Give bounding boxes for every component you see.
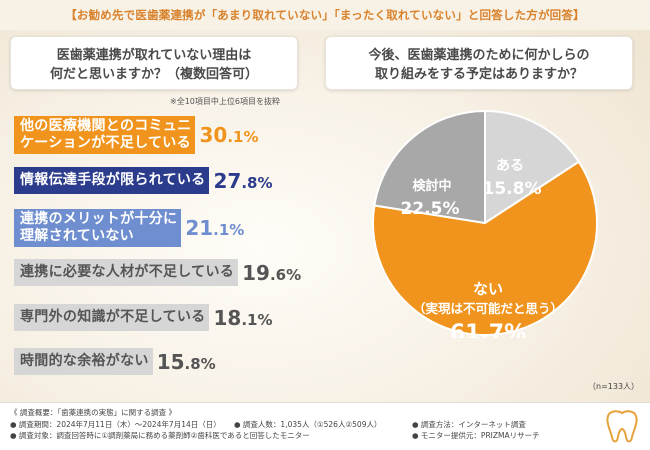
footer-target: ● 調査対象：調査回答時に①調剤薬局に務める薬剤師②歯科医であると回答したモニタ… [10, 431, 310, 440]
pie-label-aru: ある [496, 158, 524, 174]
survey-condition-banner: 【お勧め先で医歯薬連携が「あまり取れていない」「まったく取れていない」と回答した… [0, 0, 650, 30]
footer-provider: ● モニター提供元：PRIZMAリサーチ [412, 431, 540, 440]
pie-slice-nai [372, 160, 598, 336]
bar-row-communication: 他の医療機関とのコミュニ ケーションが不足している 30.1% [14, 116, 258, 154]
left-question-box: 医歯薬連携が取れていない理由は 何だと思いますか？（複数回答可） [10, 36, 298, 90]
bar-label-line: 連携に必要な人材が不足している [20, 264, 235, 280]
bar-label-line: ケーションが不足している [20, 135, 191, 151]
pie-value-nai: 61.7% [450, 321, 526, 338]
bar-label-line: 情報伝達手段が限られている [20, 172, 206, 188]
bar-row-merit: 連携のメリットが十分に 理解されていない 21.1% [14, 209, 244, 247]
bar-value-info-means: 27.8% [213, 169, 272, 193]
bar-knowledge: 専門外の知識が不足している [14, 304, 210, 331]
tooth-logo-icon [606, 410, 638, 443]
bar-time: 時間的な余裕がない [14, 348, 153, 375]
bar-value-int: 18 [213, 305, 242, 330]
top6-note: ※全10項目中上位6項目を抜粋 [170, 97, 280, 106]
right-question-line2: 取り組みをする予定はありますか？ [374, 67, 583, 82]
pie-value-aru: 15.8% [483, 179, 542, 199]
bar-label-line: 他の医療機関とのコミュニ [20, 118, 192, 134]
bar-staff: 連携に必要な人材が不足している [14, 259, 239, 286]
bar-row-info-means: 情報伝達手段が限られている 27.8% [14, 167, 273, 194]
footer-row: ● 調査対象：調査回答時に①調剤薬局に務める薬剤師②歯科医であると回答したモニタ… [10, 430, 640, 442]
bar-value-dec: .1% [213, 221, 245, 239]
pie-value-kentouchu: 22.5% [401, 199, 460, 219]
bar-value-communication: 30.1% [199, 123, 258, 147]
bar-row-staff: 連携に必要な人材が不足している 19.6% [14, 259, 301, 286]
bar-value-int: 27 [213, 168, 242, 193]
bar-value-int: 21 [185, 216, 214, 240]
bar-value-int: 30 [199, 123, 228, 147]
bar-value-knowledge: 18.1% [213, 306, 272, 330]
pie-slice-aru [484, 109, 581, 225]
left-question-line1: 医歯薬連携が取れていない理由は [56, 48, 252, 63]
bar-row-time: 時間的な余裕がない 15.8% [14, 348, 216, 375]
bar-value-time: 15.8% [157, 350, 216, 374]
bar-value-merit: 21.1% [185, 216, 244, 240]
bar-label-line: 理解されていない [20, 228, 134, 244]
bar-value-dec: .1% [227, 128, 259, 146]
footer-period: ● 調査期間：2024年7月11日（木）〜2024年7月14日（日） [10, 419, 221, 429]
bar-info-means: 情報伝達手段が限られている [14, 167, 210, 194]
bar-value-dec: .6% [269, 265, 302, 284]
bar-label-line: 連携のメリットが十分に [20, 211, 178, 227]
pie-label-kentouchu: 検討中 [412, 178, 451, 194]
bar-merit: 連携のメリットが十分に 理解されていない [14, 209, 182, 247]
footer-count: ● 調査人数：1,035人（①526人②509人） [234, 419, 382, 429]
bar-value-staff: 19.6% [242, 261, 301, 285]
sample-size: （n=133人） [588, 382, 640, 391]
bar-value-dec: .8% [184, 354, 216, 373]
bar-value-int: 15 [156, 349, 185, 374]
survey-footer: 《 調査概要：「歯薬連携の実態」に関する調査 》 ● 調査期間：2024年7月1… [0, 402, 650, 450]
bar-value-dec: .1% [241, 310, 273, 329]
pie-chart: ある 15.8% 検討中 22.5% ない （実現は不可能だと思う） 61.7% [372, 109, 598, 338]
bar-communication: 他の医療機関とのコミュニ ケーションが不足している [14, 116, 196, 154]
footer-title: 《 調査概要：「歯薬連携の実態」に関する調査 》 [10, 408, 177, 417]
right-question-line1: 今後、医歯薬連携のために何かしらの [368, 48, 590, 63]
pie-label-nai: ない [473, 280, 503, 298]
footer-method: ● 調査方法：インターネット調査 [412, 419, 526, 429]
footer-row: ● 調査期間：2024年7月11日（木）〜2024年7月14日（日） ● 調査人… [10, 419, 640, 431]
pie-label-nai-sub: （実現は不可能だと思う） [413, 301, 563, 316]
pie-slice-kentouchu [373, 109, 486, 225]
bar-label-line: 時間的な余裕がない [20, 353, 149, 369]
left-question-line2: 何だと思いますか？（複数回答可） [49, 67, 258, 82]
right-question-box: 今後、医歯薬連携のために何かしらの 取り組みをする予定はありますか？ [325, 36, 633, 90]
bar-value-int: 19 [242, 260, 270, 285]
bar-value-dec: .8% [241, 173, 273, 192]
bar-label-line: 専門外の知識が不足している [20, 309, 206, 325]
bar-row-knowledge: 専門外の知識が不足している 18.1% [14, 304, 273, 331]
